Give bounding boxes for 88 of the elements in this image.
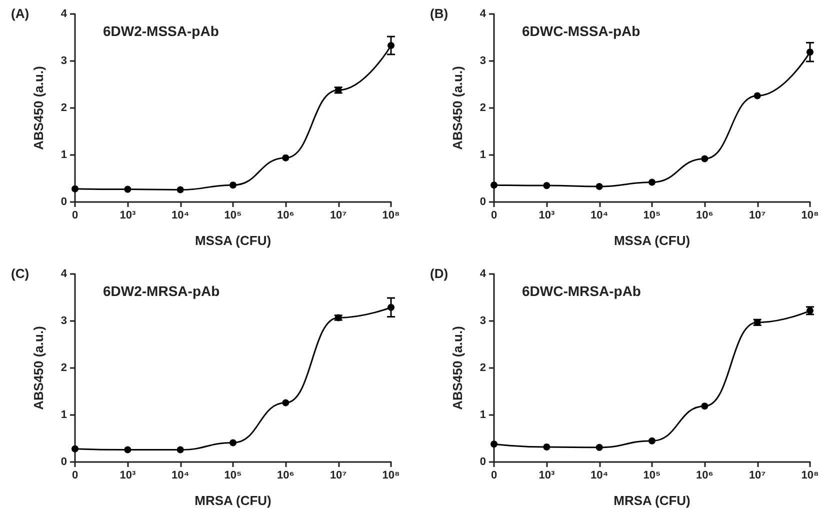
x-tick-label: 10⁵ xyxy=(643,470,661,482)
annotation: 6DWC-MSSA-pAb xyxy=(522,23,640,39)
chart-title: (B) xyxy=(430,6,448,21)
point xyxy=(230,439,236,446)
x-tick-label: 10⁷ xyxy=(330,470,348,482)
y-tick-label: 4 xyxy=(60,268,68,280)
y-tick-label: 1 xyxy=(60,149,67,161)
x-tick-label: 0 xyxy=(490,470,498,482)
annotation: 6DWC-MRSA-pAb xyxy=(522,283,641,299)
y-tick-label: 3 xyxy=(480,55,486,67)
point xyxy=(72,185,78,192)
y-tick-label: 1 xyxy=(60,409,67,421)
y-tick-label: 4 xyxy=(480,8,487,20)
x-tick-label: 10⁴ xyxy=(590,470,608,482)
annotation: 6DW2-MSSA-pAb xyxy=(103,23,219,39)
y-axis-title: ABS450 (a.u.) xyxy=(450,326,465,410)
x-axis-title: MRSA (CFU) xyxy=(194,493,272,508)
x-tick-label: 10⁵ xyxy=(224,470,242,482)
y-tick-label: 1 xyxy=(480,149,486,161)
y-tick-label: 0 xyxy=(480,196,486,208)
point xyxy=(490,440,498,448)
chart-title: (A) xyxy=(11,6,30,21)
x-tick-label: 10⁴ xyxy=(171,470,190,482)
y-tick-label: 4 xyxy=(60,8,68,20)
x-tick-label: 10⁶ xyxy=(277,210,294,222)
x-axis-title: MSSA (CFU) xyxy=(194,233,272,248)
y-tick-label: 3 xyxy=(60,315,67,327)
x-axis-title: MRSA (CFU) xyxy=(614,493,690,508)
point xyxy=(543,182,550,190)
point xyxy=(543,443,550,450)
point xyxy=(124,186,132,193)
x-tick-label: 10⁸ xyxy=(382,470,400,482)
x-tick-label: 10⁸ xyxy=(382,210,400,222)
y-tick-label: 0 xyxy=(480,456,486,468)
y-tick-label: 2 xyxy=(60,102,67,114)
chart-title: (D) xyxy=(430,266,448,281)
x-tick-label: 10⁷ xyxy=(748,470,766,482)
x-tick-label: 0 xyxy=(490,210,498,222)
point xyxy=(701,155,708,162)
y-tick-label: 3 xyxy=(60,55,67,67)
y-axis-title: ABS450 (a.u.) xyxy=(31,326,46,410)
x-tick-label: 10⁴ xyxy=(171,210,190,222)
point xyxy=(282,399,290,406)
y-axis-title: ABS450 (a.u.) xyxy=(450,66,465,150)
y-tick-label: 0 xyxy=(60,196,67,208)
point xyxy=(176,446,184,454)
point xyxy=(490,182,498,189)
x-tick-label: 0 xyxy=(72,210,78,222)
point xyxy=(282,154,290,162)
x-tick-label: 10⁵ xyxy=(643,210,661,222)
point xyxy=(596,182,603,190)
y-tick-label: 4 xyxy=(480,268,487,280)
y-tick-label: 2 xyxy=(480,102,486,114)
chart-title: (C) xyxy=(11,266,30,281)
point xyxy=(72,445,78,452)
y-axis-title: ABS450 (a.u.) xyxy=(31,66,46,150)
x-tick-label: 10³ xyxy=(538,470,555,482)
point xyxy=(124,446,132,454)
point xyxy=(648,437,656,444)
y-tick-label: 3 xyxy=(480,315,486,327)
point xyxy=(230,182,236,189)
point xyxy=(806,48,814,56)
x-tick-label: 10³ xyxy=(120,470,136,482)
point xyxy=(388,42,394,49)
point xyxy=(388,304,394,311)
x-axis-title: MSSA (CFU) xyxy=(614,233,690,248)
x-tick-label: 10⁸ xyxy=(801,470,819,482)
point xyxy=(701,402,708,410)
x-tick-label: 10⁷ xyxy=(330,210,348,222)
x-tick-label: 10³ xyxy=(120,210,136,222)
x-tick-label: 10⁶ xyxy=(696,210,714,222)
point xyxy=(176,186,184,194)
y-tick-label: 1 xyxy=(480,409,486,421)
y-tick-label: 2 xyxy=(60,362,67,374)
y-tick-label: 2 xyxy=(480,362,486,374)
x-tick-label: 0 xyxy=(72,470,78,482)
x-tick-label: 10⁷ xyxy=(748,210,766,222)
point xyxy=(648,178,656,186)
x-tick-label: 10⁵ xyxy=(224,210,242,222)
x-tick-label: 10³ xyxy=(538,210,555,222)
annotation: 6DW2-MRSA-pAb xyxy=(103,283,220,299)
x-tick-label: 10⁴ xyxy=(590,210,608,222)
y-tick-label: 0 xyxy=(60,456,67,468)
point xyxy=(596,444,603,451)
x-tick-label: 10⁸ xyxy=(801,210,819,222)
x-tick-label: 10⁶ xyxy=(277,470,294,482)
point xyxy=(754,92,761,100)
x-tick-label: 10⁶ xyxy=(696,470,714,482)
